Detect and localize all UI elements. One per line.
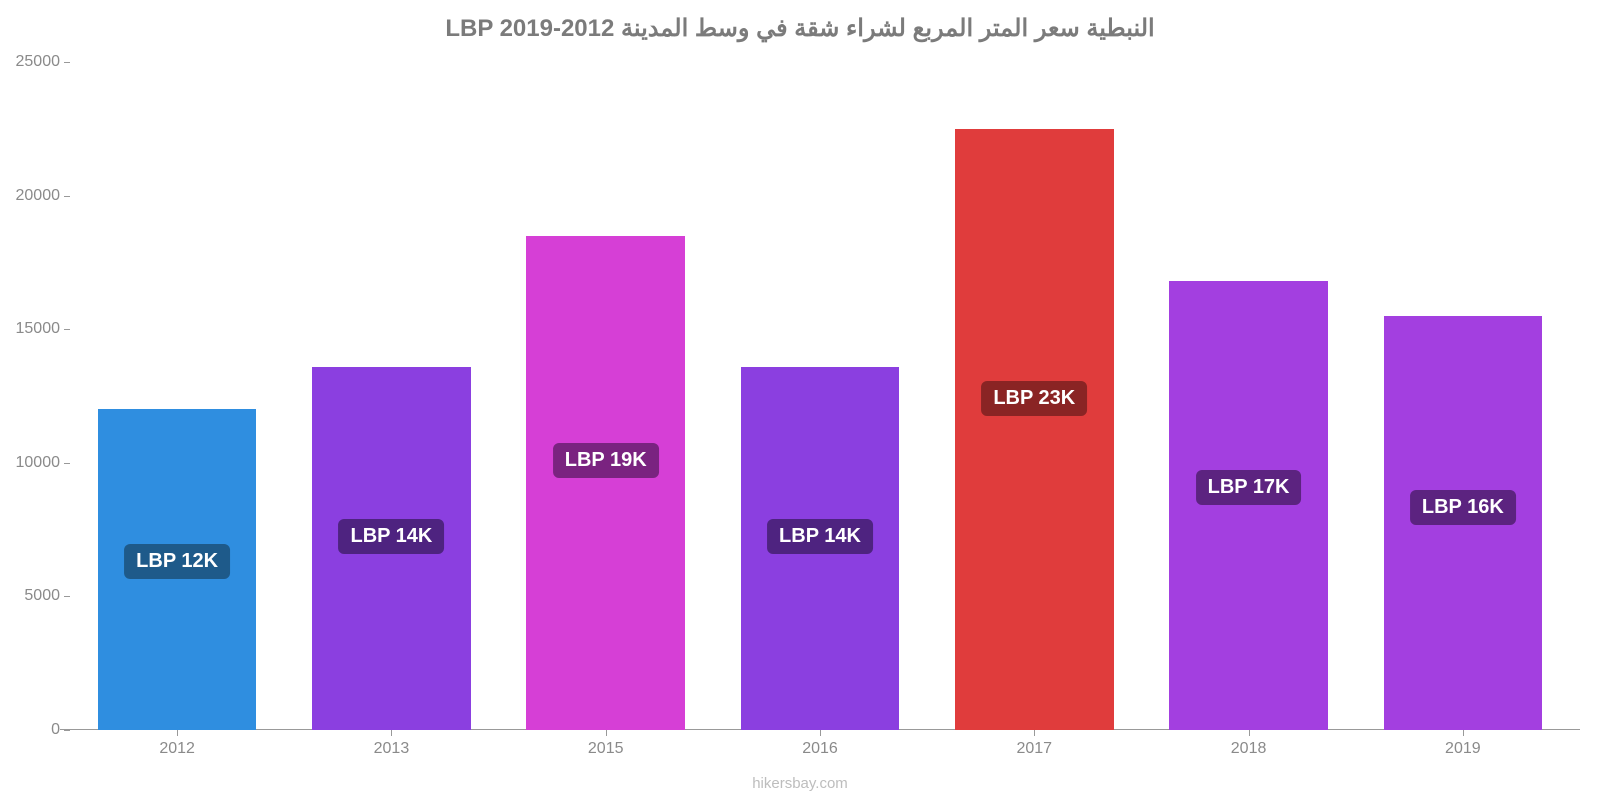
bar (955, 129, 1114, 730)
bar (526, 236, 685, 730)
bars-group: LBP 12K LBP 14K LBP 19K LBP 14K LBP 23K LBP 1… (70, 62, 1570, 730)
plot-area: 0500010000150002000025000 LBP 12KLBP 14K… (70, 62, 1570, 730)
bar-slot: LBP 23K (955, 129, 1114, 730)
x-tick-mark (391, 730, 392, 736)
bar-slot: LBP 16K (1384, 316, 1543, 730)
x-tick-mark (1463, 730, 1464, 736)
attribution-text: hikersbay.com (0, 775, 1600, 792)
x-tick-mark (1249, 730, 1250, 736)
bar-value-label: LBP 16K (1410, 490, 1516, 525)
bar-value-label: LBP 23K (981, 381, 1087, 416)
bar (1169, 281, 1328, 730)
bar-value-label: LBP 12K (124, 544, 230, 579)
chart-container: النبطية سعر المتر المربع لشراء شقة في وس… (0, 0, 1600, 800)
bar-value-label: LBP 17K (1196, 470, 1302, 505)
bar-value-label: LBP 14K (338, 519, 444, 554)
bar-value-label: LBP 14K (767, 519, 873, 554)
bar-slot: LBP 14K (741, 367, 900, 730)
bar-slot: LBP 19K (526, 236, 685, 730)
bar-value-label: LBP 19K (553, 443, 659, 478)
y-tick-mark (64, 730, 70, 731)
bar-slot: LBP 14K (312, 367, 471, 730)
y-tick-label: 15000 (16, 320, 71, 338)
bar-slot: LBP 17K (1169, 281, 1328, 730)
y-tick-label: 25000 (16, 53, 71, 71)
x-tick-mark (820, 730, 821, 736)
y-tick-label: 10000 (16, 454, 71, 472)
y-tick-label: 20000 (16, 187, 71, 205)
bar-slot: LBP 12K (98, 409, 257, 730)
x-tick-mark (1034, 730, 1035, 736)
chart-title: النبطية سعر المتر المربع لشراء شقة في وس… (0, 0, 1600, 43)
x-tick-mark (177, 730, 178, 736)
x-tick-mark (606, 730, 607, 736)
